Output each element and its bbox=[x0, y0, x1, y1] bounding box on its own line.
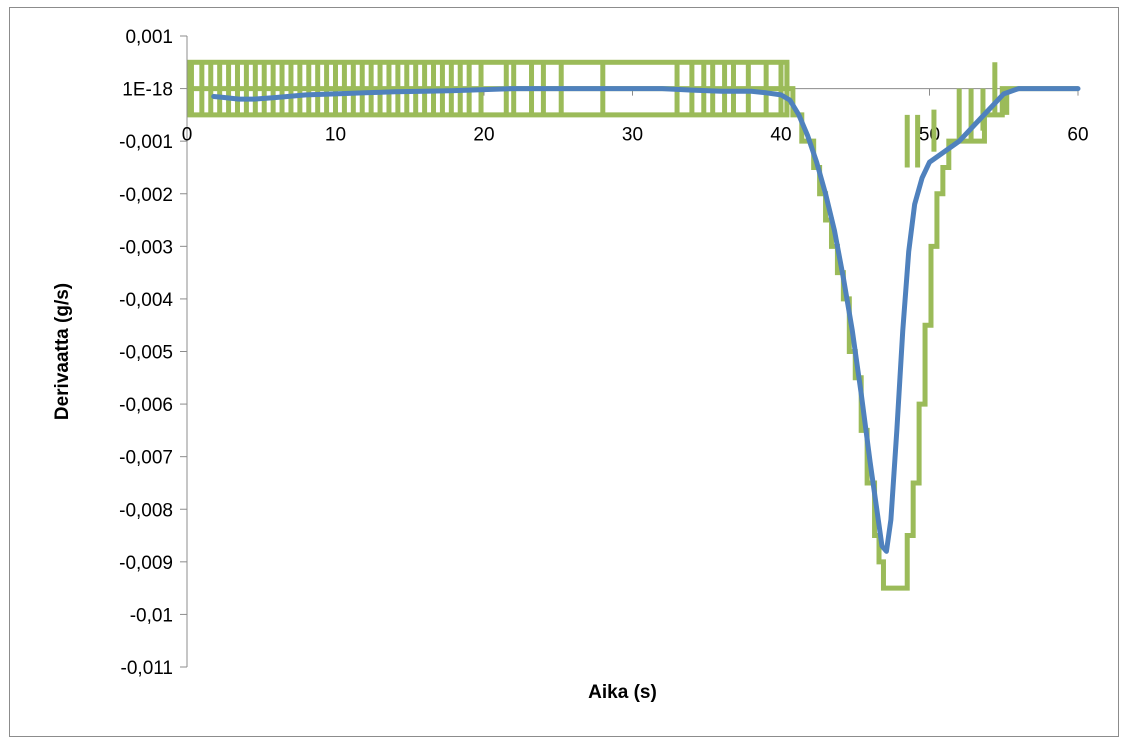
series-blue-line bbox=[211, 86, 1081, 554]
x-tick-label: 40 bbox=[770, 125, 791, 146]
y-tick-label: -0,005 bbox=[119, 343, 173, 364]
x-tick-label: 0 bbox=[182, 125, 193, 146]
x-tick-label: 30 bbox=[622, 125, 643, 146]
y-tick-label: -0,01 bbox=[130, 605, 173, 626]
y-tick-label: -0,002 bbox=[119, 185, 173, 206]
y-tick-label: -0,009 bbox=[119, 553, 173, 574]
plot-series bbox=[187, 59, 1081, 591]
y-tick-label: -0,004 bbox=[119, 290, 173, 311]
y-tick-label: -0,006 bbox=[119, 395, 173, 416]
series-green-band bbox=[187, 59, 790, 118]
x-tick-label: 60 bbox=[1067, 125, 1088, 146]
y-tick-label: -0,003 bbox=[119, 237, 173, 258]
x-tick-label: 10 bbox=[325, 125, 346, 146]
y-tick-label: 1E-18 bbox=[122, 80, 173, 101]
x-tick-label: 20 bbox=[473, 125, 494, 146]
y-tick-label: -0,007 bbox=[119, 448, 173, 469]
x-axis-title: Aika (s) bbox=[588, 682, 657, 703]
y-tick-label: -0,008 bbox=[119, 500, 173, 521]
y-tick-label: -0,001 bbox=[119, 132, 173, 153]
y-tick-label: 0,001 bbox=[125, 27, 173, 48]
y-axis: 0,001 1E-18 -0,001 -0,002 -0,003 -0,004 -0,005… bbox=[119, 27, 188, 679]
y-axis-title: Derivaatta (g/s) bbox=[52, 283, 73, 420]
y-tick-label: -0,011 bbox=[121, 658, 173, 679]
x-tick-label: 50 bbox=[919, 125, 940, 146]
